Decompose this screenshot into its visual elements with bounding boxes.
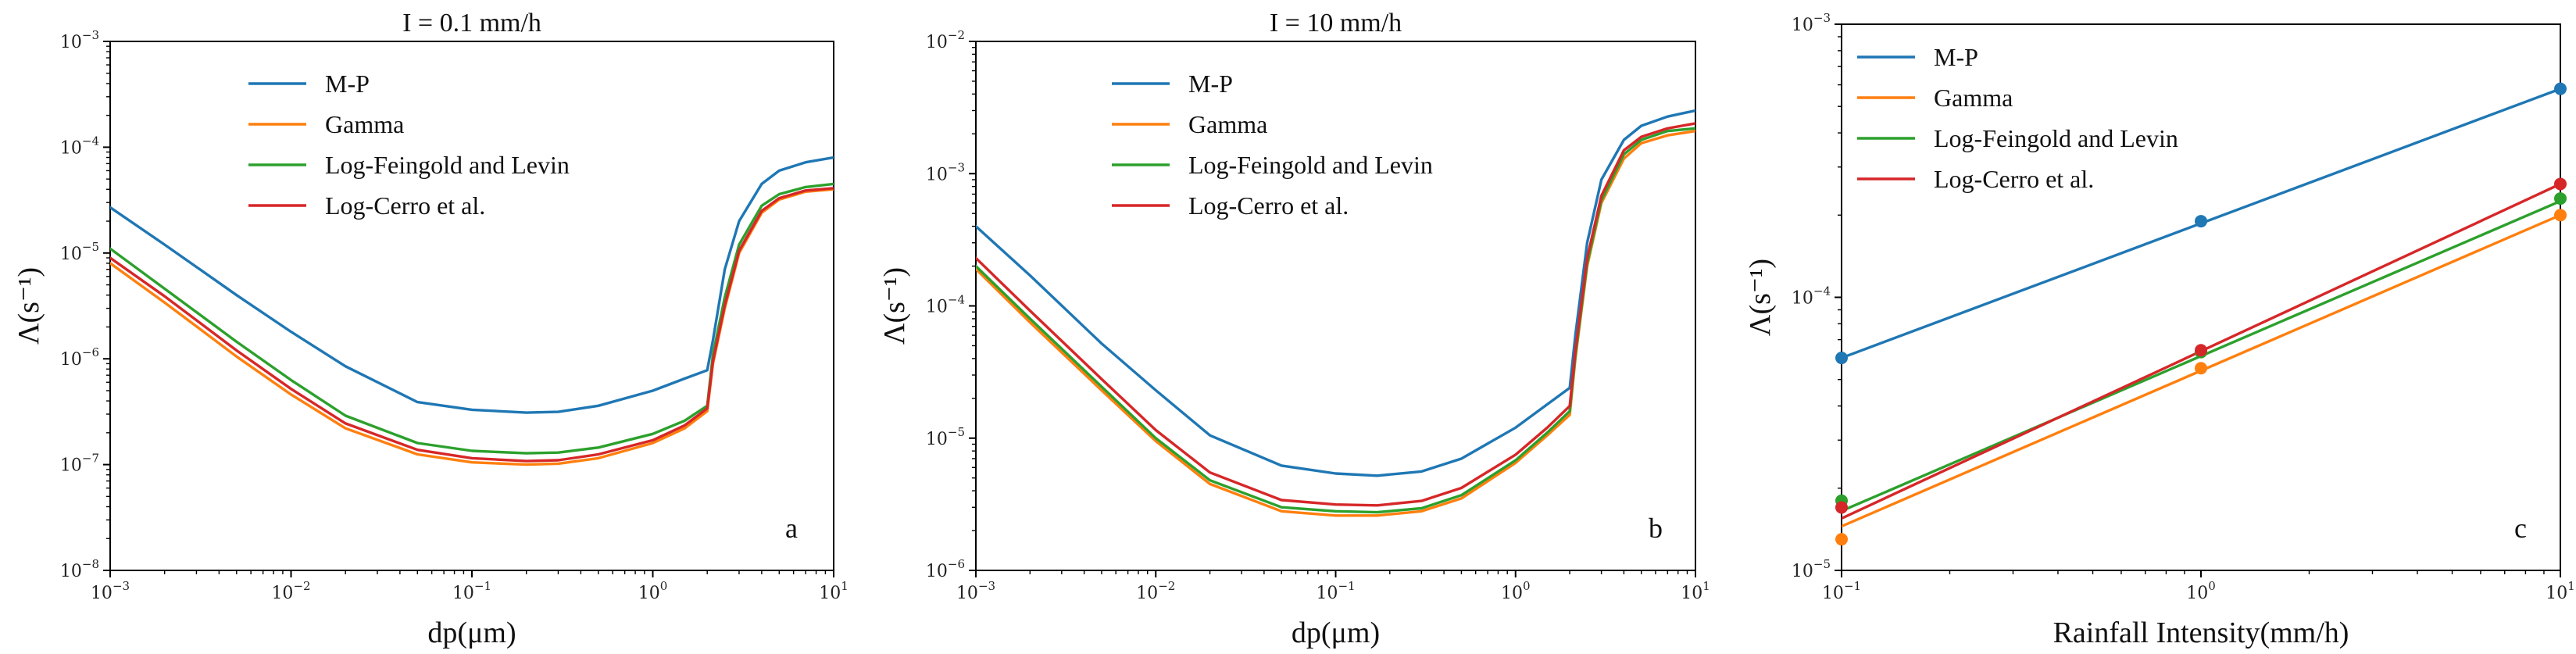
x-tick-label: 100 [638, 579, 668, 603]
y-axis-label: Λ(s⁻¹) [878, 267, 911, 345]
y-tick-label: 10−6 [926, 557, 965, 581]
y-tick-label: 10−2 [926, 28, 965, 52]
y-tick-label: 10−4 [926, 293, 965, 317]
panel-c: 10−1 100 101 10−5 10−4 10−3 M-P Gamma Log-Feingo… [1744, 11, 2575, 649]
series-line-log-cerro-et-al- [110, 187, 834, 463]
series-line-gamma [976, 129, 1695, 517]
data-point-m-p [2554, 82, 2567, 95]
legend: M-P Gamma Log-Feingold and Levin Log-Cerro … [1112, 70, 1433, 220]
data-point-m-p [2195, 215, 2207, 228]
panel-letter: a [785, 513, 798, 544]
x-tick-label: 10−1 [452, 579, 491, 603]
legend-label: Log-Cerro et al. [1188, 191, 1349, 220]
panel-letter: b [1649, 513, 1663, 544]
plot-frame [975, 41, 1696, 571]
series-line-m-p [976, 109, 1695, 477]
data-point-log-cerro-et-al- [2554, 177, 2567, 191]
series-line-log-feingold-and-levin [110, 182, 834, 455]
y-tick-label: 10−3 [60, 28, 99, 52]
series-line-m-p [110, 155, 834, 414]
data-point-gamma [2195, 362, 2207, 375]
series-group [976, 109, 1695, 517]
y-tick-label: 10−5 [1792, 557, 1831, 581]
panel-b: 10−3 10−2 10−1 100 101 10−6 10−5 10−4 10−3 10−2 M-… [878, 9, 1710, 649]
x-tick-label: 10−3 [91, 579, 130, 603]
legend-label: Log-Feingold and Levin [1188, 151, 1433, 179]
legend-label: Log-Cerro et al. [1934, 165, 2094, 193]
x-tick-label: 101 [1681, 579, 1710, 603]
data-point-gamma [1835, 533, 1848, 546]
series-group [1842, 87, 2560, 528]
legend: M-P Gamma Log-Feingold and Levin Log-Cerro … [1857, 43, 2178, 193]
series-line-log-feingold-and-levin [976, 127, 1695, 514]
data-point-log-cerro-et-al- [2195, 344, 2207, 357]
y-tick-label: 10−3 [926, 160, 965, 184]
legend-label: M-P [1188, 70, 1233, 98]
series-group [110, 155, 834, 466]
y-tick-label: 10−7 [60, 452, 99, 476]
x-tick-label: 10−2 [1136, 579, 1175, 603]
data-point-log-cerro-et-al- [1835, 501, 1848, 514]
legend-label: Log-Feingold and Levin [325, 151, 570, 179]
y-tick-label: 10−4 [1792, 284, 1831, 309]
legend-label: M-P [325, 70, 370, 98]
x-tick-label: 10−1 [1316, 579, 1355, 603]
panel-letter: c [2514, 513, 2527, 544]
x-tick-label: 10−3 [956, 579, 995, 603]
chart-title: I = 0.1 mm/h [402, 9, 541, 38]
x-tick-label: 100 [2186, 579, 2216, 603]
legend-label: Log-Cerro et al. [325, 191, 485, 220]
data-point-log-feingold-and-levin [2554, 192, 2567, 205]
legend-label: Gamma [1188, 110, 1267, 138]
x-tick-label: 101 [2546, 579, 2575, 603]
x-tick-label: 101 [819, 579, 849, 603]
x-tick-label: 10−2 [271, 579, 310, 603]
legend-label: Gamma [1934, 84, 2013, 112]
data-point-gamma [2554, 209, 2567, 222]
x-axis-label: Rainfall Intensity(mm/h) [2053, 616, 2349, 649]
y-axis-label: Λ(s⁻¹) [13, 267, 45, 345]
y-tick-label: 10−6 [60, 345, 99, 370]
panel-a: 10−3 10−2 10−1 100 101 10−8 10−7 10−6 10−5 10−4 10… [13, 9, 849, 649]
x-axis-label: dp(μm) [1292, 616, 1380, 649]
series-line-log-cerro-et-al- [976, 122, 1695, 507]
legend-label: Log-Feingold and Levin [1934, 124, 2178, 152]
x-axis-label: dp(μm) [427, 616, 516, 649]
legend-label: M-P [1934, 43, 1978, 71]
y-tick-label: 10−4 [60, 134, 99, 158]
y-tick-label: 10−8 [60, 557, 99, 581]
y-tick-label: 10−3 [1792, 11, 1831, 35]
y-axis-label: Λ(s⁻¹) [1744, 259, 1777, 336]
x-tick-label: 100 [1501, 579, 1531, 603]
chart-title: I = 10 mm/h [1270, 9, 1402, 38]
legend-label: Gamma [325, 110, 404, 138]
legend: M-P Gamma Log-Feingold and Levin Log-Cerro … [248, 70, 570, 220]
y-tick-label: 10−5 [60, 240, 99, 264]
data-point-m-p [1835, 352, 1848, 365]
y-tick-label: 10−5 [926, 425, 965, 449]
x-tick-label: 10−1 [1822, 579, 1861, 603]
